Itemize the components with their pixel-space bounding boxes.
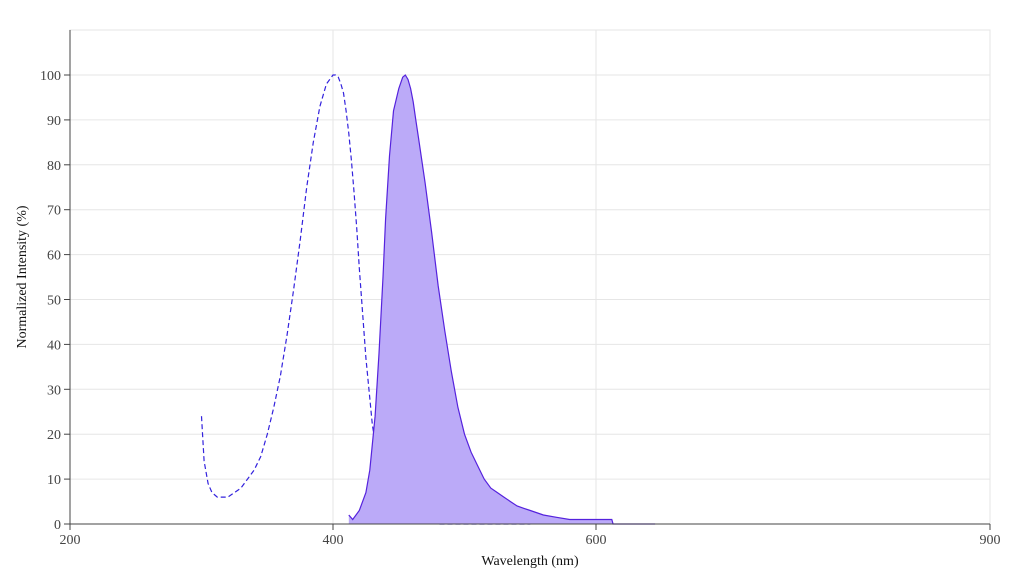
y-tick-label: 30 [47,383,61,398]
y-tick-label: 20 [47,428,61,443]
y-tick-label: 100 [40,69,61,84]
grid-lines [70,30,990,524]
data-series [200,74,656,525]
y-tick-label: 10 [47,473,61,488]
y-tick-label: 0 [54,518,61,533]
y-tick-label: 50 [47,294,61,309]
emission-line [348,74,656,525]
x-tick-label: 200 [60,533,81,548]
excitation-dashed-line [200,74,531,525]
x-tick-label: 400 [323,533,344,548]
x-axis-title: Wavelength (nm) [481,554,579,569]
y-tick-label: 60 [47,249,61,264]
y-tick-label: 40 [47,338,61,353]
y-axis-title: Normalized Intensity (%) [15,205,30,348]
x-tick-label: 900 [980,533,1001,548]
x-tick-label: 600 [586,533,607,548]
plot-border [69,29,991,525]
y-tick-label: 80 [47,159,61,174]
y-tick-label: 70 [47,204,61,219]
axis-ticks: 0 10 20 30 40 50 60 70 80 90 100 200 400 600 900 [40,69,1001,548]
y-tick-label: 90 [47,114,61,129]
